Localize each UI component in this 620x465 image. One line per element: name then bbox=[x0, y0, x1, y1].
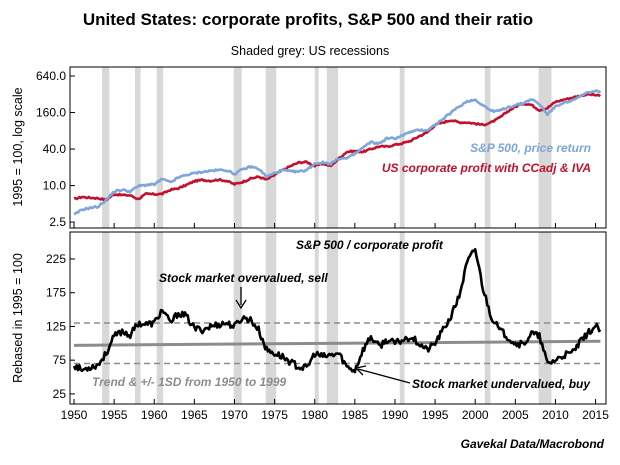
bottom-y-tick-label: 225 bbox=[46, 252, 66, 266]
recession-band bbox=[314, 232, 319, 404]
recession-band bbox=[314, 67, 319, 228]
top-y-tick-label: 2.5 bbox=[49, 215, 66, 229]
x-tick-label: 1970 bbox=[221, 408, 248, 422]
bottom-panel-frame bbox=[69, 231, 607, 405]
undervalued-arrow-head bbox=[354, 365, 367, 376]
top-panel: 2.5 10.0 40.0 160.0 640.0 1995 = 100, log sc… bbox=[11, 66, 607, 229]
annotation-trend: Trend & +/- 1SD from 1950 to 1999 bbox=[92, 375, 287, 389]
source-label: Gavekal Data/Macrobond bbox=[461, 437, 605, 451]
recession-band bbox=[134, 232, 141, 404]
bottom-y-axis-label: Rebased in 1995 = 100 bbox=[11, 253, 25, 383]
recession-band bbox=[399, 67, 405, 228]
x-tick-label: 1955 bbox=[101, 408, 128, 422]
recession-band bbox=[102, 232, 110, 404]
ratio-series-label: S&P 500 / corporate profit bbox=[296, 238, 444, 252]
top-y-tick-label: 160.0 bbox=[36, 106, 66, 120]
recession-band bbox=[233, 67, 242, 228]
recession-band bbox=[102, 67, 110, 228]
legend-sp500: S&P 500, price return bbox=[470, 141, 591, 155]
x-tick-label: 2005 bbox=[502, 408, 529, 422]
recession-band bbox=[134, 67, 141, 228]
recession-band bbox=[399, 232, 405, 404]
recession-band bbox=[265, 67, 277, 228]
recession-band bbox=[484, 67, 491, 228]
x-tick-label: 1985 bbox=[341, 408, 368, 422]
bottom-y-tick-label: 175 bbox=[46, 286, 66, 300]
annotation-undervalued: Stock market undervalued, buy bbox=[412, 377, 591, 391]
x-tick-label: 1960 bbox=[141, 408, 168, 422]
legend-corporate-profit: US corporate profit with CCadj & IVA bbox=[382, 161, 591, 175]
x-tick-label: 1950 bbox=[61, 408, 88, 422]
recession-band bbox=[233, 232, 242, 404]
top-y-tick-label: 10.0 bbox=[43, 179, 67, 193]
bottom-y-tick-label: 75 bbox=[53, 353, 67, 367]
recession-band bbox=[265, 232, 277, 404]
recession-band bbox=[484, 232, 491, 404]
recession-band bbox=[326, 67, 338, 228]
top-y-tick-label: 40.0 bbox=[43, 142, 67, 156]
recession-band bbox=[156, 67, 164, 228]
x-tick-label: 1995 bbox=[422, 408, 449, 422]
annotation-overvalued: Stock market overvalued, sell bbox=[159, 271, 328, 285]
series-sp500 bbox=[73, 89, 602, 216]
x-tick-label: 1975 bbox=[261, 408, 288, 422]
chart-title: United States: corporate profits, S&P 50… bbox=[83, 10, 533, 29]
x-tick-label: 2015 bbox=[582, 408, 609, 422]
x-tick-label: 1965 bbox=[181, 408, 208, 422]
bottom-panel: 25 75 125 175 225 1950 1955 1960 1965 1970 1975 198… bbox=[11, 223, 609, 422]
undervalued-arrow-shaft bbox=[357, 368, 411, 384]
top-panel-frame bbox=[69, 66, 607, 229]
bottom-y-tick-label: 125 bbox=[46, 319, 66, 333]
top-y-axis-label: 1995 = 100, log scale bbox=[11, 87, 25, 206]
recession-band bbox=[326, 232, 338, 404]
x-tick-label: 2000 bbox=[462, 408, 489, 422]
chart-subtitle: Shaded grey: US recessions bbox=[231, 44, 389, 58]
x-tick-label: 1990 bbox=[382, 408, 409, 422]
overvalued-arrow-head bbox=[235, 299, 247, 310]
x-tick-label: 2010 bbox=[542, 408, 569, 422]
top-y-tick-label: 640.0 bbox=[36, 69, 66, 83]
x-tick-label: 1980 bbox=[301, 408, 328, 422]
bottom-y-tick-label: 25 bbox=[53, 387, 67, 401]
series-ratio bbox=[72, 248, 602, 374]
